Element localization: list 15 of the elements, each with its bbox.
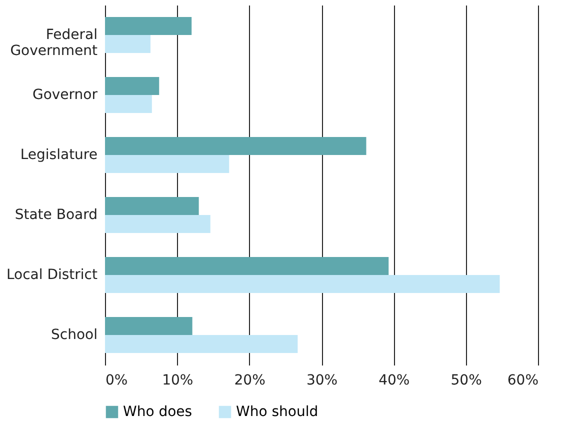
x-tick-label: 50% <box>450 372 482 388</box>
y-tick-label: School <box>51 327 98 343</box>
legend-label: Who does <box>123 404 192 420</box>
x-tick-label: 30% <box>306 372 338 388</box>
y-tick-label: Local District <box>6 267 98 283</box>
y-tick-label: State Board <box>14 207 98 223</box>
x-tick-label: 0% <box>106 372 128 388</box>
legend-label: Who should <box>236 404 318 420</box>
y-tick-label: Federal Government <box>10 27 98 59</box>
x-tick-label: 10% <box>162 372 194 388</box>
y-tick-label: Legislature <box>20 147 98 163</box>
y-tick-label: Governor <box>32 87 98 103</box>
x-tick-label: 20% <box>234 372 266 388</box>
x-tick-label: 60% <box>507 372 538 388</box>
x-tick-label: 40% <box>378 372 410 388</box>
